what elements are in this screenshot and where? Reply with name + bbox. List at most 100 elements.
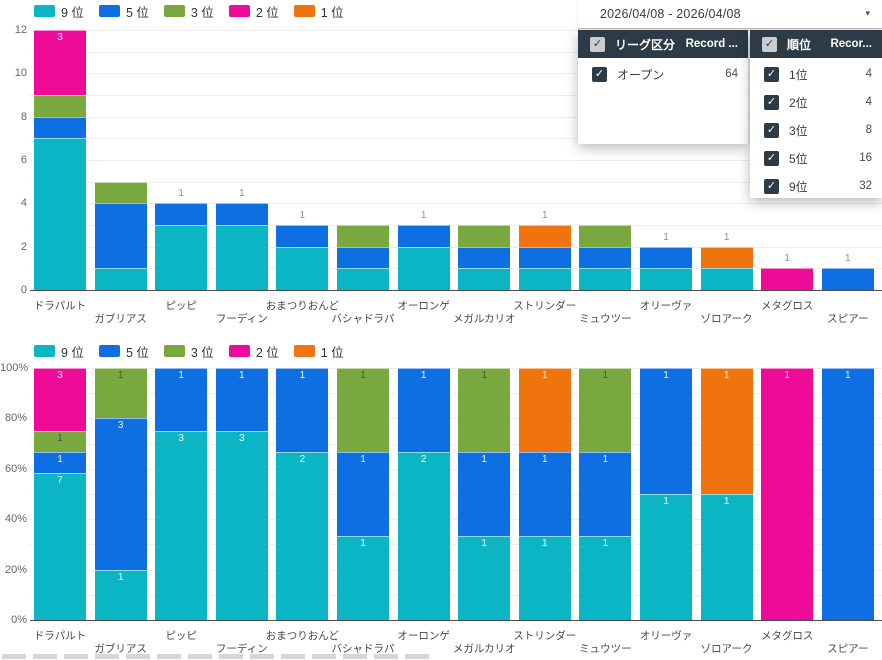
gridline	[30, 569, 882, 571]
legend-item-rank-5[interactable]: 5 位	[98, 2, 149, 21]
bar-segment-rank-5[interactable]	[397, 368, 450, 452]
bar-segment-rank-9[interactable]	[276, 246, 329, 290]
bar-segment-rank-9[interactable]	[34, 473, 86, 620]
bar-segment-rank-9[interactable]	[640, 494, 692, 620]
bar-segment-rank-9[interactable]	[155, 225, 208, 290]
bar-segment-rank-3[interactable]	[34, 431, 86, 452]
legend-item-rank-5[interactable]: 5 位	[98, 342, 149, 361]
bar-segment-rank-1[interactable]	[700, 246, 753, 269]
chevron-down-icon[interactable]: ▾	[865, 8, 870, 18]
bar-segment-rank-9[interactable]	[215, 225, 268, 290]
bar-segment-rank-3[interactable]	[34, 95, 86, 117]
bar-segment-rank-3[interactable]	[579, 225, 632, 247]
bar-segment-rank-5[interactable]	[821, 268, 874, 290]
bar-segment-rank-5[interactable]	[337, 246, 389, 269]
bar-segment-rank-3[interactable]	[94, 368, 147, 419]
checkbox-checked[interactable]: ✓	[764, 94, 779, 110]
bar-segment-rank-5[interactable]	[276, 368, 329, 452]
bar-segment-rank-5[interactable]	[155, 203, 208, 225]
legend-item-rank-3[interactable]: 3 位	[163, 342, 214, 361]
bar-segment-rank-3[interactable]	[94, 181, 147, 204]
bar-segment-rank-9[interactable]	[579, 268, 632, 290]
bar-segment-rank-9[interactable]	[640, 268, 692, 290]
date-range-dropdown[interactable]: 2026/04/08 - 2026/04/08 ▾	[578, 0, 882, 29]
x-axis-category-label: ピッピ	[165, 630, 197, 642]
bar-segment-rank-9[interactable]	[215, 431, 268, 620]
bar-segment-rank-9[interactable]	[397, 452, 450, 620]
bar-segment-rank-9[interactable]	[700, 494, 753, 620]
bar-segment-rank-9[interactable]	[518, 268, 571, 290]
bar-segment-rank-9[interactable]	[700, 268, 753, 290]
bar-segment-rank-5[interactable]	[34, 452, 86, 473]
bar-segment-rank-3[interactable]	[458, 225, 511, 247]
bar-segment-rank-1[interactable]	[700, 368, 753, 494]
league-filter-header: ✓ リーグ区分 Record ...	[578, 30, 748, 58]
bar-segment-rank-5[interactable]	[579, 246, 632, 269]
filter-row-count: 64	[725, 68, 738, 80]
bar-segment-rank-9[interactable]	[458, 536, 511, 620]
bar-segment-rank-2[interactable]	[761, 368, 814, 620]
select-all-checkbox[interactable]: ✓	[590, 36, 605, 52]
bar-segment-rank-2[interactable]	[761, 268, 814, 290]
rank_panel-row-9位[interactable]: ✓ 9位 32	[750, 172, 882, 200]
checkbox-checked[interactable]: ✓	[764, 150, 779, 166]
bar-segment-rank-5[interactable]	[34, 116, 86, 139]
bar-segment-rank-9[interactable]	[337, 536, 389, 620]
checkbox-checked[interactable]: ✓	[764, 178, 779, 194]
legend-item-rank-9[interactable]: 9 位	[34, 342, 84, 361]
legend-item-rank-9[interactable]: 9 位	[34, 2, 84, 21]
legend-item-rank-2[interactable]: 2 位	[228, 2, 279, 21]
bar-segment-rank-3[interactable]	[337, 225, 389, 247]
checkbox-checked[interactable]: ✓	[592, 66, 607, 82]
legend-label: 9 位	[61, 345, 84, 360]
bar-segment-rank-5[interactable]	[518, 246, 571, 269]
checkbox-checked[interactable]: ✓	[764, 66, 779, 82]
bar-segment-rank-5[interactable]	[337, 452, 389, 536]
bar-segment-rank-3[interactable]	[579, 368, 632, 452]
bar-segment-rank-9[interactable]	[94, 569, 147, 620]
bar-segment-rank-5[interactable]	[579, 452, 632, 536]
bar-segment-rank-5[interactable]	[821, 368, 874, 620]
bar-segment-rank-5[interactable]	[640, 368, 692, 494]
bar-segment-rank-5[interactable]	[518, 452, 571, 536]
bar-segment-rank-3[interactable]	[337, 368, 389, 452]
checkbox-checked[interactable]: ✓	[764, 122, 779, 138]
bar-segment-rank-5[interactable]	[640, 246, 692, 269]
bar-segment-rank-3[interactable]	[458, 368, 511, 452]
bar-segment-rank-5[interactable]	[94, 418, 147, 570]
bar-segment-rank-5[interactable]	[94, 203, 147, 269]
rank_panel-row-3位[interactable]: ✓ 3位 8	[750, 116, 882, 144]
legend-item-rank-1[interactable]: 1 位	[293, 2, 344, 21]
bar-segment-rank-5[interactable]	[458, 246, 511, 269]
bar-segment-rank-5[interactable]	[215, 368, 268, 431]
bar-segment-rank-9[interactable]	[518, 536, 571, 620]
y-axis-tick-label: 0%	[11, 614, 27, 626]
bar-segment-rank-9[interactable]	[458, 268, 511, 290]
bar-segment-rank-5[interactable]	[215, 203, 268, 225]
legend-item-rank-3[interactable]: 3 位	[163, 2, 214, 21]
rank_panel-row-1位[interactable]: ✓ 1位 4	[750, 60, 882, 88]
rank_panel-row-5位[interactable]: ✓ 5位 16	[750, 144, 882, 172]
league_panel-row-オープン[interactable]: ✓ オープン 64	[578, 60, 748, 88]
legend-item-rank-2[interactable]: 2 位	[228, 342, 279, 361]
bar-segment-rank-1[interactable]	[518, 368, 571, 452]
select-all-checkbox[interactable]: ✓	[762, 36, 777, 52]
bar-segment-rank-9[interactable]	[337, 268, 389, 290]
bar-segment-rank-1[interactable]	[518, 225, 571, 247]
legend-swatch-icon	[34, 5, 55, 17]
legend-item-rank-1[interactable]: 1 位	[293, 342, 344, 361]
rank_panel-row-2位[interactable]: ✓ 2位 4	[750, 88, 882, 116]
bar-segment-rank-9[interactable]	[579, 536, 632, 620]
bar-segment-rank-9[interactable]	[276, 452, 329, 620]
x-axis-category-label: スピアー	[827, 643, 869, 655]
bar-segment-rank-9[interactable]	[34, 138, 86, 290]
bar-segment-rank-9[interactable]	[397, 246, 450, 290]
bar-segment-rank-9[interactable]	[155, 431, 208, 620]
bar-segment-rank-2[interactable]	[34, 30, 86, 95]
bar-segment-rank-9[interactable]	[94, 268, 147, 290]
bar-segment-rank-5[interactable]	[276, 225, 329, 247]
bar-segment-rank-2[interactable]	[34, 368, 86, 431]
bar-segment-rank-5[interactable]	[155, 368, 208, 431]
bar-segment-rank-5[interactable]	[458, 452, 511, 536]
bar-segment-rank-5[interactable]	[397, 225, 450, 247]
